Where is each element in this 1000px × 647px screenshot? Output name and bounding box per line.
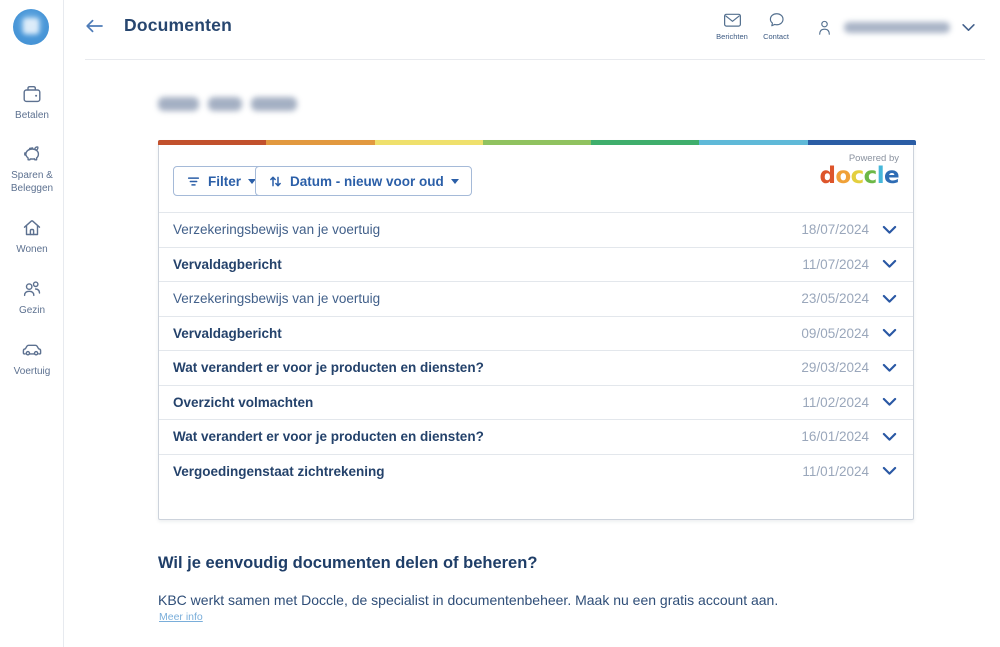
document-title: Wat verandert er voor je producten en di…: [173, 360, 484, 376]
doccle-color-bar: [158, 140, 916, 145]
envelope-icon: [723, 13, 741, 27]
chevron-down-icon: [962, 23, 975, 31]
footer-heading: Wil je eenvoudig documenten delen of beh…: [158, 554, 538, 572]
sidebar-item-label: Sparen & Beleggen: [10, 170, 54, 194]
document-row[interactable]: Vervaldagbericht 11/07/2024: [159, 246, 913, 281]
color-segment: [699, 140, 808, 145]
documents-card: Filter Datum - nieuw voor oud Powered by…: [158, 140, 916, 520]
sidebar: Betalen Sparen & Beleggen Wonen: [0, 0, 64, 647]
wallet-icon: [23, 86, 41, 103]
kbc-logo-glyph: [23, 18, 39, 34]
sidebar-item-label: Betalen: [15, 110, 49, 121]
document-list: Verzekeringsbewijs van je voertuig 18/07/…: [159, 212, 913, 488]
messages-button[interactable]: Berichten: [709, 10, 755, 41]
document-row[interactable]: Wat verandert er voor je producten en di…: [159, 350, 913, 385]
chat-bubble-icon: [769, 13, 784, 27]
chevron-down-icon[interactable]: [882, 432, 897, 442]
document-title: Verzekeringsbewijs van je voertuig: [173, 291, 381, 307]
house-icon: [23, 220, 41, 236]
document-row[interactable]: Verzekeringsbewijs van je voertuig 23/05/…: [159, 281, 913, 316]
document-title: Overzicht volmachten: [173, 394, 314, 410]
more-info-link[interactable]: Meer info: [159, 611, 203, 623]
chevron-down-icon[interactable]: [882, 328, 897, 338]
document-row[interactable]: Wat verandert er voor je producten en di…: [159, 419, 913, 454]
kbc-logo[interactable]: [13, 9, 49, 45]
doccle-letter: l: [876, 163, 885, 189]
doccle-letter: e: [884, 163, 900, 189]
chevron-down-icon[interactable]: [882, 294, 897, 304]
document-date: 23/05/2024: [801, 291, 869, 307]
color-segment: [158, 140, 267, 145]
user-menu[interactable]: [816, 16, 980, 38]
caret-down-icon: [248, 179, 257, 184]
doccle-letter: c: [850, 163, 865, 189]
filter-label: Filter: [208, 173, 242, 189]
chevron-down-icon[interactable]: [882, 397, 897, 407]
sidebar-item-label: Wonen: [16, 244, 48, 255]
chevron-down-icon[interactable]: [882, 363, 897, 373]
color-segment: [807, 140, 916, 145]
document-date: 09/05/2024: [801, 325, 869, 341]
document-date: 11/02/2024: [802, 394, 869, 410]
sort-arrows-icon: [270, 176, 281, 186]
contact-label: Contact: [763, 32, 789, 41]
chevron-down-icon[interactable]: [882, 466, 897, 476]
doccle-letter: o: [835, 163, 851, 189]
sidebar-item-gezin[interactable]: Gezin: [0, 277, 64, 318]
contact-button[interactable]: Contact: [753, 10, 799, 41]
user-name-redacted: [844, 21, 950, 33]
sort-label: Datum - nieuw voor oud: [290, 173, 444, 189]
color-segment: [374, 140, 483, 145]
color-segment: [266, 140, 375, 145]
chevron-down-icon[interactable]: [882, 225, 897, 235]
filter-icon: [187, 176, 200, 186]
back-arrow-icon: [86, 19, 103, 33]
document-row[interactable]: Vergoedingenstaat zichtrekening 11/01/202…: [159, 453, 913, 488]
document-title: Verzekeringsbewijs van je voertuig: [173, 222, 381, 238]
document-title: Vergoedingenstaat zichtrekening: [173, 463, 385, 479]
sidebar-item-wonen[interactable]: Wonen: [0, 216, 64, 257]
color-segment: [591, 140, 700, 145]
filter-button[interactable]: Filter: [173, 166, 270, 196]
piggy-bank-icon: [24, 146, 40, 161]
document-title: Vervaldagbericht: [173, 256, 282, 272]
sort-button[interactable]: Datum - nieuw voor oud: [255, 166, 472, 196]
footer-body: KBC werkt samen met Doccle, de specialis…: [158, 592, 779, 608]
powered-by-label: Powered by: [848, 153, 899, 164]
messages-label: Berichten: [716, 32, 748, 41]
document-date: 16/01/2024: [801, 429, 869, 445]
document-date: 29/03/2024: [801, 360, 869, 376]
account-holder-redacted: [158, 97, 297, 111]
person-icon: [819, 20, 830, 35]
document-date: 11/07/2024: [802, 256, 869, 272]
doccle-letter: c: [863, 163, 878, 189]
document-title: Vervaldagbericht: [173, 325, 282, 341]
document-row[interactable]: Verzekeringsbewijs van je voertuig 18/07/…: [159, 212, 913, 247]
sidebar-item-betalen[interactable]: Betalen: [0, 82, 64, 123]
doccle-logo: doccle: [819, 163, 900, 189]
sidebar-item-label: Voertuig: [13, 366, 51, 377]
back-button[interactable]: [84, 17, 104, 35]
document-date: 18/07/2024: [801, 222, 869, 238]
doccle-letter: d: [819, 163, 836, 189]
chevron-down-icon[interactable]: [882, 259, 897, 269]
color-segment: [482, 140, 592, 145]
sidebar-item-voertuig[interactable]: Voertuig: [0, 338, 64, 379]
family-icon: [23, 281, 41, 297]
sidebar-item-label: Gezin: [18, 305, 46, 316]
document-date: 11/01/2024: [802, 463, 869, 479]
page-title: Documenten: [124, 15, 232, 35]
header-divider: [85, 59, 985, 60]
document-row[interactable]: Vervaldagbericht 09/05/2024: [159, 315, 913, 350]
sidebar-item-sparen-beleggen[interactable]: Sparen & Beleggen: [0, 142, 64, 195]
document-row[interactable]: Overzicht volmachten 11/02/2024: [159, 384, 913, 419]
car-icon: [22, 344, 42, 356]
powered-by-block: Powered by doccle: [819, 153, 900, 189]
document-title: Wat verandert er voor je producten en di…: [173, 429, 484, 445]
caret-down-icon: [450, 179, 459, 184]
